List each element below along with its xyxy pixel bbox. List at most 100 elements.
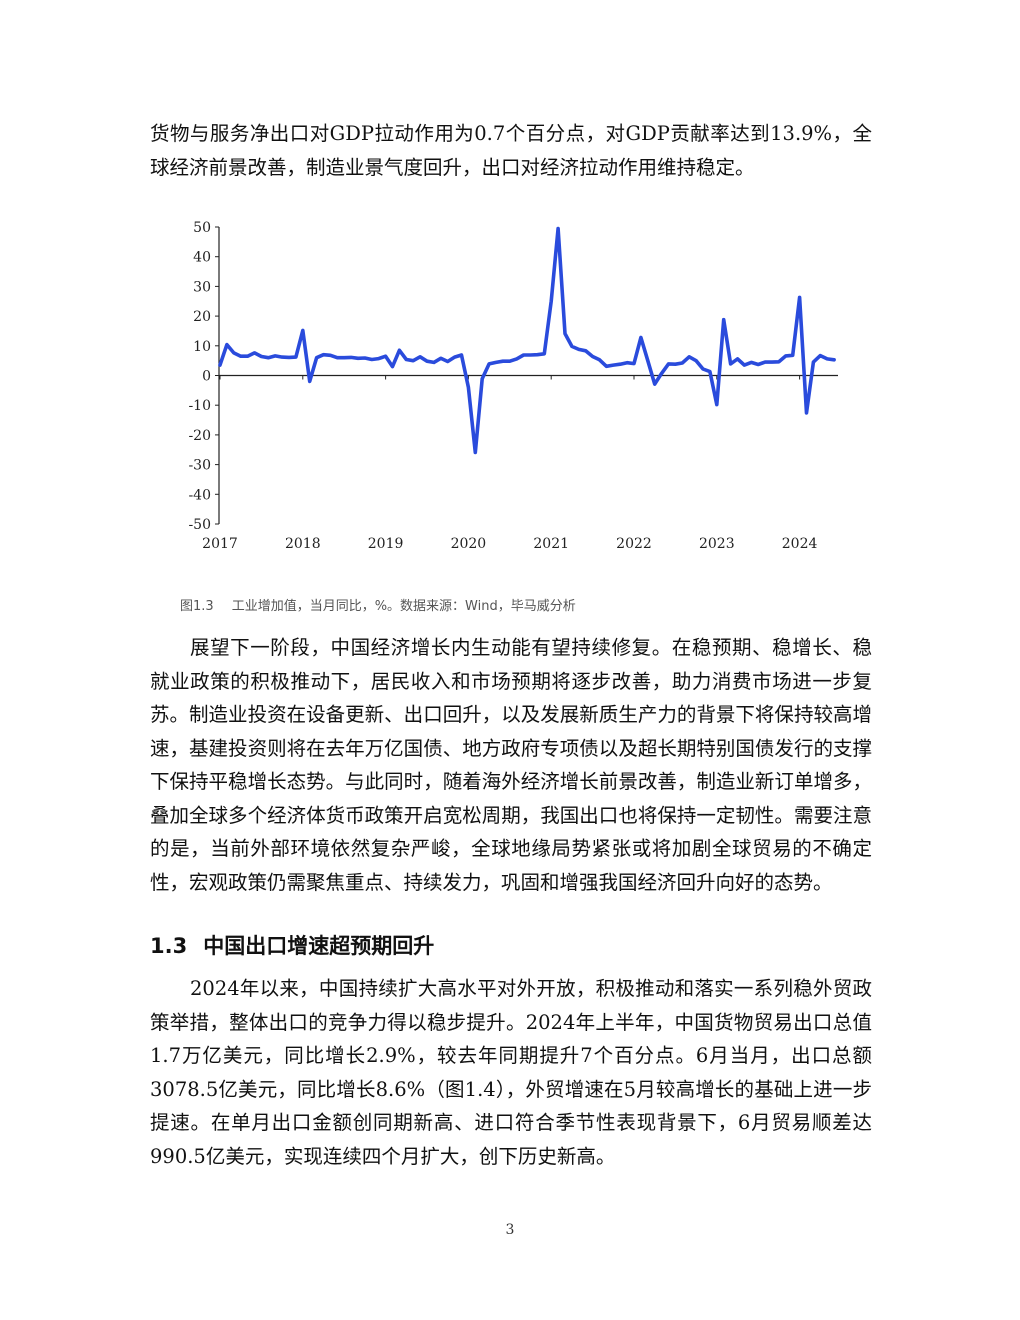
data-point (364, 357, 366, 359)
section-title: 中国出口增速超预期回升 (203, 934, 435, 958)
data-point (315, 357, 317, 359)
data-point (281, 356, 283, 358)
data-point (226, 343, 228, 345)
data-point (612, 364, 614, 366)
data-point (474, 451, 476, 453)
data-point (805, 412, 807, 414)
data-point (764, 361, 766, 363)
x-tick-label: 2019 (368, 536, 404, 552)
data-point (309, 380, 311, 382)
data-point (723, 319, 725, 321)
data-point (288, 356, 290, 358)
data-point (709, 370, 711, 372)
data-point (778, 361, 780, 363)
data-point (516, 358, 518, 360)
data-point (695, 360, 697, 362)
data-point (357, 357, 359, 359)
data-point (771, 361, 773, 363)
y-tick-label: -40 (188, 487, 211, 503)
data-point (460, 354, 462, 356)
data-point (750, 361, 752, 363)
data-point (378, 357, 380, 359)
data-point (260, 355, 262, 357)
data-point (557, 227, 559, 229)
data-point (329, 354, 331, 356)
data-point (274, 355, 276, 357)
paragraph-gdp-net-exports: 货物与服务净出口对GDP拉动作用为0.7个百分点，对GDP贡献率达到13.9%，… (150, 122, 872, 179)
data-point (819, 354, 821, 356)
data-point (481, 378, 483, 380)
data-point (302, 329, 304, 331)
y-tick-label: -50 (188, 517, 211, 533)
data-point (667, 363, 669, 365)
data-point (440, 357, 442, 359)
data-point (350, 356, 352, 358)
x-tick-label: 2023 (699, 536, 735, 552)
data-point (384, 355, 386, 357)
y-tick-label: -30 (188, 458, 211, 474)
data-point (550, 300, 552, 302)
data-point (647, 360, 649, 362)
data-point (343, 357, 345, 359)
section-number: 1.3 (150, 934, 188, 958)
data-point (536, 354, 538, 356)
data-point (591, 355, 593, 357)
y-tick-label: 10 (193, 339, 211, 355)
data-point (626, 362, 628, 364)
y-tick-label: 50 (193, 220, 211, 236)
data-point (502, 360, 504, 362)
data-point (654, 383, 656, 385)
data-point (757, 363, 759, 365)
data-point (426, 360, 428, 362)
x-tick-label: 2021 (533, 536, 569, 552)
data-point (743, 364, 745, 366)
data-point (578, 348, 580, 350)
data-point (295, 356, 297, 358)
data-point (543, 353, 545, 355)
data-point (633, 362, 635, 364)
data-point (674, 363, 676, 365)
data-point (447, 360, 449, 362)
y-tick-label: -20 (188, 428, 211, 444)
data-point (529, 354, 531, 356)
data-point (585, 350, 587, 352)
x-tick-label: 2020 (451, 536, 487, 552)
data-point (336, 357, 338, 359)
data-point (412, 360, 414, 362)
data-point (660, 372, 662, 374)
data-point (467, 386, 469, 388)
data-point (240, 355, 242, 357)
data-point (826, 358, 828, 360)
series-line (218, 226, 836, 455)
data-point (488, 363, 490, 365)
data-point (267, 357, 269, 359)
paragraph-outlook: 展望下一阶段，中国经济增长内生动能有望持续修复。在稳预期、稳增长、稳就业政策的积… (150, 636, 872, 894)
chart-svg: 50 40 30 20 10 0 -10 -20 -30 -40 -50 2017 2018 2019 20… (188, 220, 838, 552)
data-point (419, 356, 421, 358)
figure-caption-text: 工业增加值，当月同比，%。数据来源：Wind，毕马威分析 (231, 599, 576, 614)
data-point (405, 358, 407, 360)
y-tick-label: 40 (193, 250, 211, 266)
figure-caption: 图1.3 工业增加值，当月同比，%。数据来源：Wind，毕马威分析 (180, 595, 576, 614)
data-point (785, 355, 787, 357)
figure-number: 图1.3 (180, 599, 214, 614)
data-point (522, 354, 524, 356)
data-point (792, 354, 794, 356)
data-point (702, 368, 704, 370)
data-point (716, 403, 718, 405)
data-point (509, 360, 511, 362)
data-point (453, 356, 455, 358)
data-point (433, 361, 435, 363)
data-point (736, 358, 738, 360)
data-point (640, 336, 642, 338)
data-point (253, 352, 255, 354)
section-heading: 1.3 中国出口增速超预期回升 (150, 930, 434, 960)
data-point (391, 365, 393, 367)
data-point (322, 354, 324, 356)
data-point (398, 349, 400, 351)
y-tick-label: 30 (193, 279, 211, 295)
data-point (681, 362, 683, 364)
data-point (833, 359, 835, 361)
page-number: 3 (505, 1222, 515, 1238)
x-tick-label: 2018 (285, 536, 321, 552)
